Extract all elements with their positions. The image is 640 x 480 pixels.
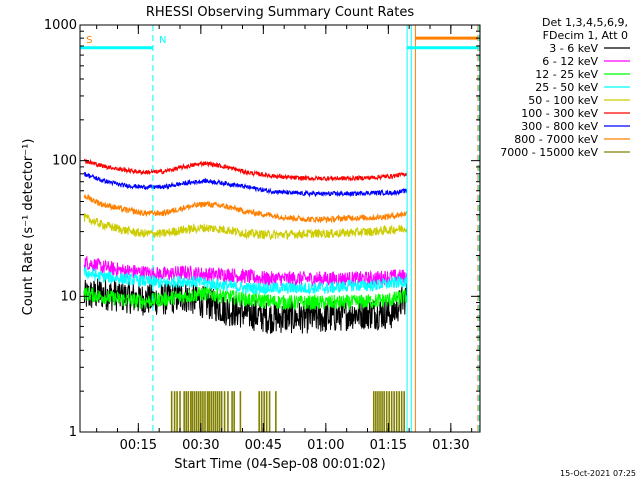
y-tick-label: 10 [60, 289, 77, 304]
y-tick-label: 100 [52, 154, 77, 169]
flag-annotation-N: N [159, 35, 166, 46]
flag-annotation-S: S [86, 35, 92, 46]
series-line-300-800-keV [83, 172, 408, 198]
series-line-800-7000-keV [83, 193, 408, 224]
x-tick-label: 01:15 [370, 438, 407, 453]
legend: Det 1,3,4,5,6,9,FDecim 1, Att 03 - 6 keV… [500, 16, 630, 159]
legend-label: 6 - 12 keV [542, 55, 598, 68]
series-line-100-300-keV [83, 158, 408, 182]
x-tick-label: 00:15 [120, 438, 157, 453]
legend-label: 800 - 7000 keV [514, 133, 598, 146]
legend-label: 100 - 300 keV [521, 107, 598, 120]
y-tick-label: 1000 [44, 18, 77, 33]
x-tick-label: 01:30 [432, 438, 469, 453]
legend-label: 300 - 800 keV [521, 120, 598, 133]
x-tick-label: 00:45 [245, 438, 282, 453]
legend-label: 50 - 100 keV [528, 94, 598, 107]
legend-header: Det 1,3,4,5,6,9, [542, 16, 628, 29]
x-tick-label: 01:00 [307, 438, 344, 453]
axes: 1 10 100 1000 00:15 00:30 00:45 01:00 01:15 01:30 [44, 18, 481, 453]
series-line-25-50-keV [83, 265, 408, 296]
legend-label: 25 - 50 keV [535, 81, 598, 94]
footer-timestamp: 15-Oct-2021 07:25 [560, 469, 636, 478]
legend-label: 7000 - 15000 keV [500, 146, 598, 159]
y-axis-label: Count Rate (s⁻¹ detector⁻¹) [21, 139, 36, 316]
legend-label: 3 - 6 keV [549, 42, 598, 55]
chart-title: RHESSI Observing Summary Count Rates [146, 5, 415, 20]
series-line-12-25-keV [83, 286, 408, 311]
x-axis-label: Start Time (04-Sep-08 00:01:02) [174, 457, 385, 472]
legend-label: 12 - 25 keV [535, 68, 598, 81]
series-line-3-6-keV [83, 278, 408, 334]
series-line-50-100-keV [83, 213, 408, 241]
legend-header: FDecim 1, Att 0 [543, 29, 628, 42]
y-tick-label: 1 [69, 425, 77, 440]
plot-frame [79, 24, 481, 433]
x-tick-label: 00:30 [182, 438, 219, 453]
